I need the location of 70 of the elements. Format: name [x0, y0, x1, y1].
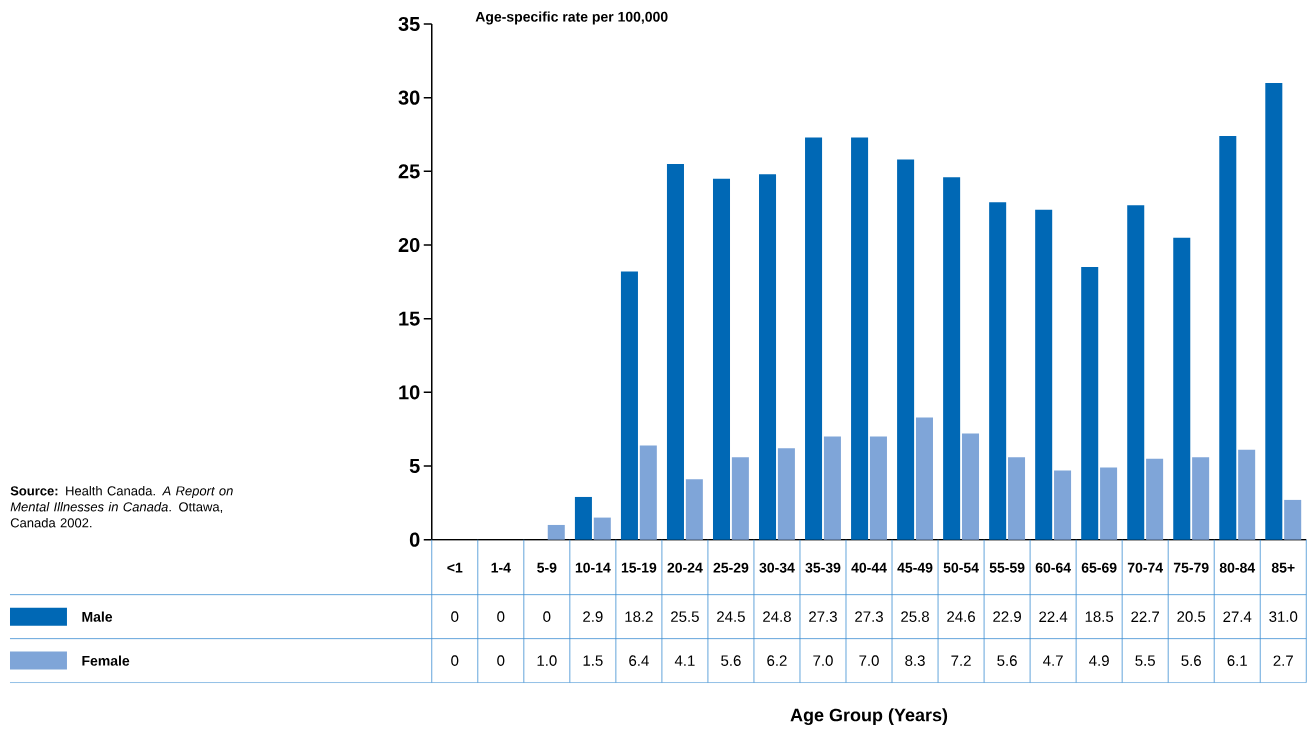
data-label: 22.4 [1039, 611, 1068, 623]
data-label: 24.8 [763, 611, 791, 623]
x-tick-label: 45-49 [897, 562, 933, 573]
data-label: 0 [497, 611, 505, 623]
x-tick-label: 35-39 [805, 562, 841, 573]
data-label: 22.7 [1131, 611, 1160, 623]
x-tick-label: 85+ [1271, 562, 1295, 573]
x-tick-label: 5-9 [537, 562, 557, 573]
data-label: 1.0 [537, 655, 557, 667]
data-label: 6.1 [1227, 655, 1247, 667]
x-tick-label: 20-24 [667, 562, 703, 573]
legend-label: Female [82, 655, 130, 666]
data-label: 1.5 [583, 655, 603, 667]
data-label: 27.3 [855, 611, 883, 623]
y-tick-label: 20 [398, 238, 420, 253]
data-label: 5.6 [1181, 655, 1201, 667]
x-tick-label: 50-54 [943, 562, 979, 573]
y-tick-label: 30 [398, 90, 420, 105]
x-tick-label: <1 [447, 563, 463, 573]
y-tick-label: 25 [398, 164, 420, 179]
data-label: 5.6 [721, 655, 741, 667]
text: Age Group (Years) [790, 708, 948, 726]
data-label: 8.3 [905, 655, 925, 667]
data-label: 22.9 [993, 611, 1021, 623]
data-label: 25.5 [671, 611, 699, 623]
data-label: 0 [451, 655, 459, 667]
x-tick-label: 70-74 [1127, 562, 1163, 573]
data-label: 7.2 [951, 655, 971, 667]
legend-label: Male [82, 611, 113, 622]
x-tick-label: 40-44 [851, 562, 887, 573]
text: Source: Health Canada. A Report on Mental Illnesses in Canada. Ottawa, Canada 2002. [10, 486, 233, 528]
data-label: 7.0 [813, 655, 833, 667]
data-label: 18.2 [625, 611, 653, 623]
data-label: 6.2 [767, 655, 787, 667]
data-label: 4.1 [674, 655, 695, 666]
y-tick-label: 15 [399, 311, 420, 326]
data-label: 18.5 [1085, 611, 1114, 623]
data-label: 24.6 [947, 611, 975, 623]
data-label: 4.7 [1043, 655, 1063, 666]
y-tick-label: 10 [399, 385, 420, 400]
data-label: 6.4 [629, 655, 649, 667]
y-axis-title: Age-specific rate per 100,000 [475, 11, 668, 25]
data-label: 31.0 [1269, 611, 1298, 623]
data-label: 2.9 [583, 611, 603, 623]
data-label: 4.9 [1089, 655, 1109, 667]
data-label: 27.4 [1223, 611, 1252, 623]
y-tick-label: 0 [409, 532, 420, 547]
data-label: 7.0 [859, 655, 879, 667]
y-tick-label: 5 [409, 459, 420, 474]
x-tick-label: 10-14 [575, 562, 611, 573]
x-tick-label: 15-19 [621, 562, 657, 573]
x-tick-label: 1-4 [491, 563, 511, 573]
data-label: 5.6 [997, 655, 1017, 667]
x-tick-label: 60-64 [1035, 562, 1071, 573]
x-tick-label: 30-34 [759, 562, 795, 573]
x-tick-label: 65-69 [1081, 562, 1117, 573]
data-label: 5.5 [1135, 655, 1155, 667]
x-tick-label: 75-79 [1173, 562, 1209, 573]
x-tick-label: 55-59 [989, 562, 1025, 573]
y-tick-label: 35 [398, 17, 420, 32]
data-label: 0 [451, 611, 459, 623]
data-label: 25.8 [901, 611, 929, 623]
data-label: 0 [543, 611, 551, 623]
data-label: 0 [497, 655, 505, 667]
data-label: 2.7 [1273, 655, 1293, 667]
x-tick-label: 25-29 [713, 562, 749, 573]
data-label: 27.3 [809, 611, 837, 623]
x-tick-label: 80-84 [1219, 562, 1256, 573]
data-label: 20.5 [1177, 611, 1206, 623]
data-label: 24.5 [717, 611, 745, 623]
